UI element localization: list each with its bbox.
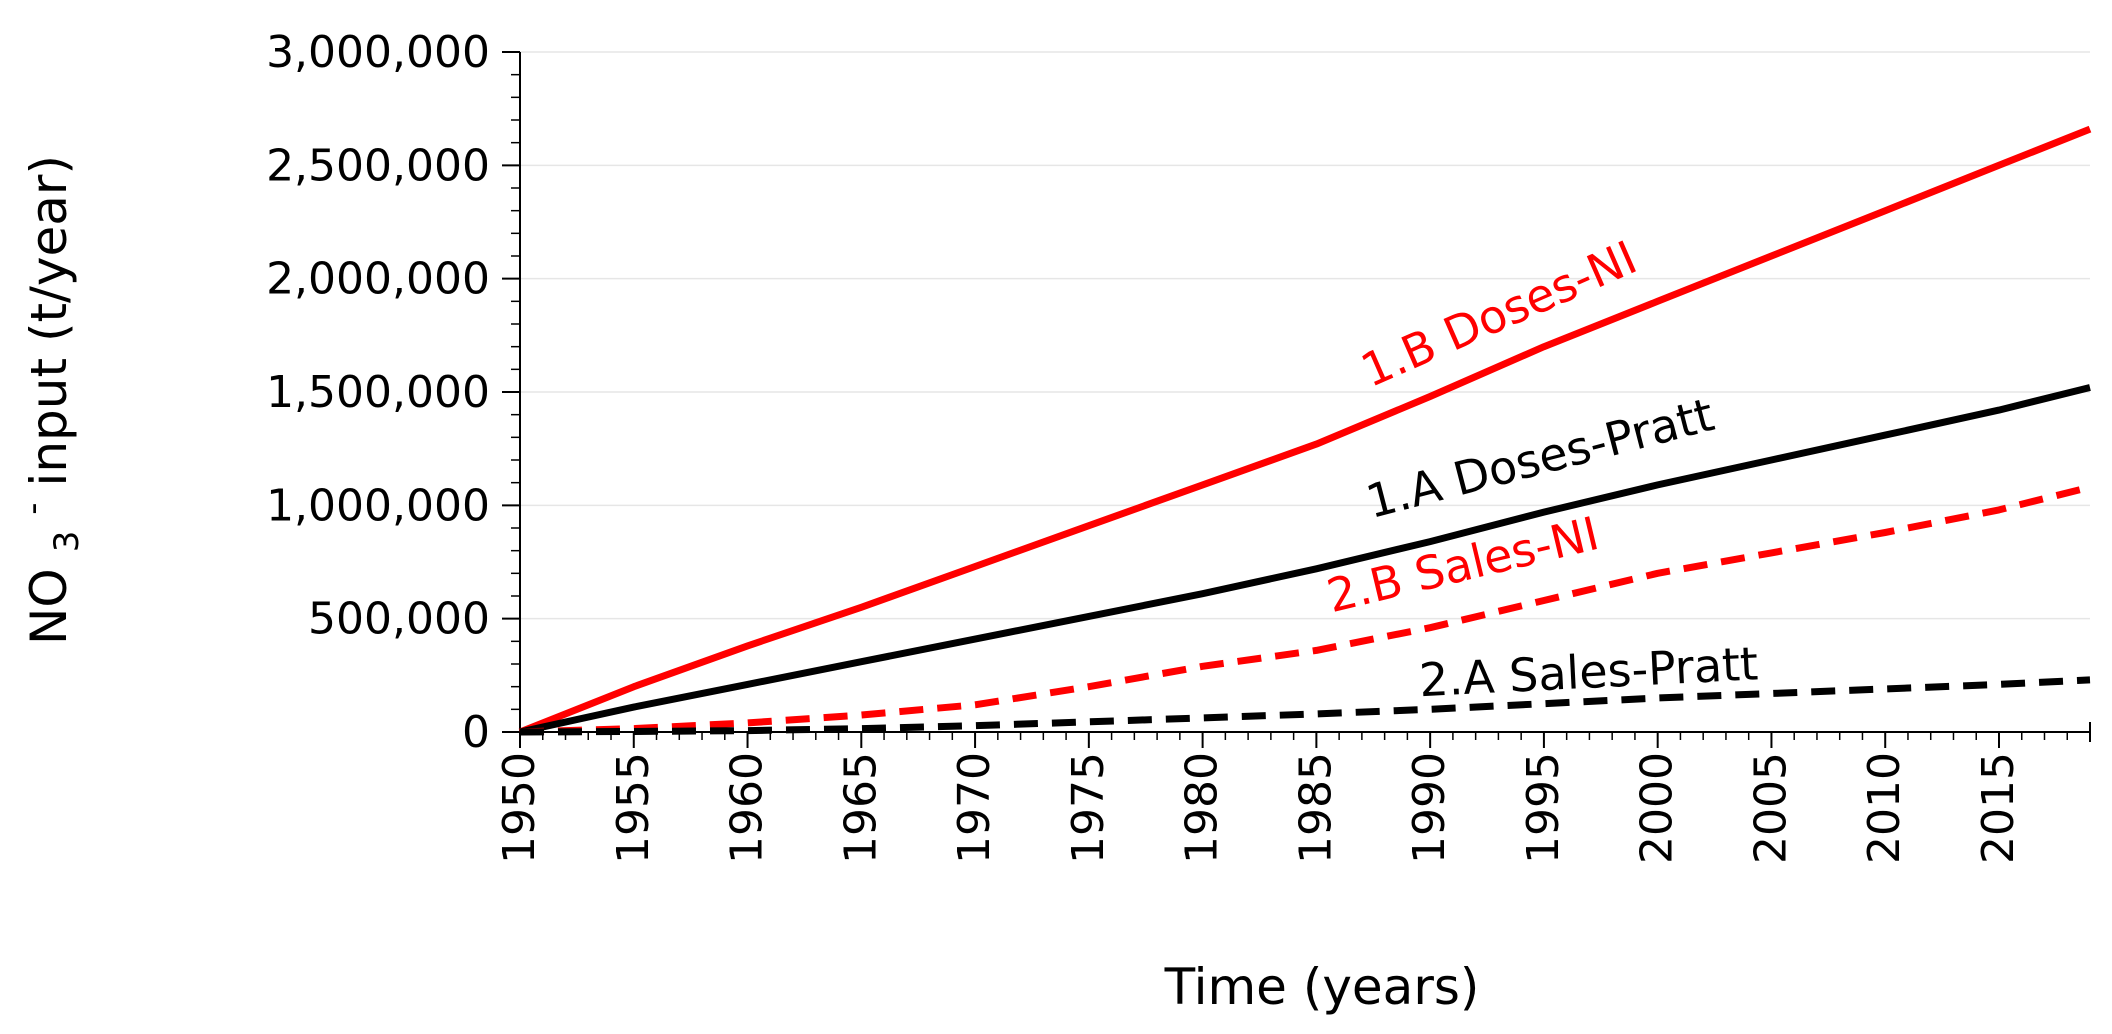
gridlines xyxy=(520,51,2090,620)
y-axis-title-subscript: 3 xyxy=(47,531,87,553)
x-tick-label: 1965 xyxy=(835,752,886,864)
series-line-2 xyxy=(519,483,2091,736)
x-tick-label: 1985 xyxy=(1290,752,1341,864)
x-tick-label: 2010 xyxy=(1859,752,1910,864)
axes xyxy=(519,52,2091,742)
ticks: 0 500,000 1,000,000 1,500,000 2,000,000 2,500… xyxy=(266,27,2091,864)
x-tick-label: 2005 xyxy=(1745,752,1796,864)
x-tick-label: 2000 xyxy=(1632,752,1683,864)
y-tick-label: 0 xyxy=(462,707,490,758)
y-axis-title-prefix: NO xyxy=(20,568,78,645)
x-tick-label: 1970 xyxy=(949,752,1000,864)
x-tick-label: 1950 xyxy=(494,752,545,864)
x-tick-label: 2015 xyxy=(1973,752,2024,864)
y-axis-title-suffix: input (t/year) xyxy=(20,155,78,487)
y-axis-title-superscript: - xyxy=(13,502,53,514)
y-tick-label: 1,000,000 xyxy=(266,480,490,531)
y-tick-label: 500,000 xyxy=(308,594,490,645)
series-lines xyxy=(518,125,2092,736)
y-axis-title: NO 3 - input (t/year) xyxy=(0,155,90,645)
series-line-0 xyxy=(518,125,2092,736)
series-line-1 xyxy=(519,384,2091,736)
x-tick-label: 1975 xyxy=(1063,752,1114,864)
series-label-2: 2.B Sales-NI xyxy=(1322,506,1604,623)
series-label-1: 1.A Doses-Pratt xyxy=(1361,387,1720,529)
y-tick-label: 1,500,000 xyxy=(266,367,490,418)
series-label-0: 1.B Doses-NI xyxy=(1353,230,1644,398)
y-tick-label: 2,000,000 xyxy=(266,254,490,305)
y-tick-label: 3,000,000 xyxy=(266,27,490,78)
x-tick-label: 1955 xyxy=(608,752,659,864)
x-tick-label: 1995 xyxy=(1518,752,1569,864)
x-tick-label: 1990 xyxy=(1404,752,1455,864)
x-axis-title: Time (years) xyxy=(1164,958,1480,1016)
x-tick-label: 1960 xyxy=(722,752,773,864)
x-tick-label: 1980 xyxy=(1177,752,1228,864)
y-tick-label: 2,500,000 xyxy=(266,140,490,191)
